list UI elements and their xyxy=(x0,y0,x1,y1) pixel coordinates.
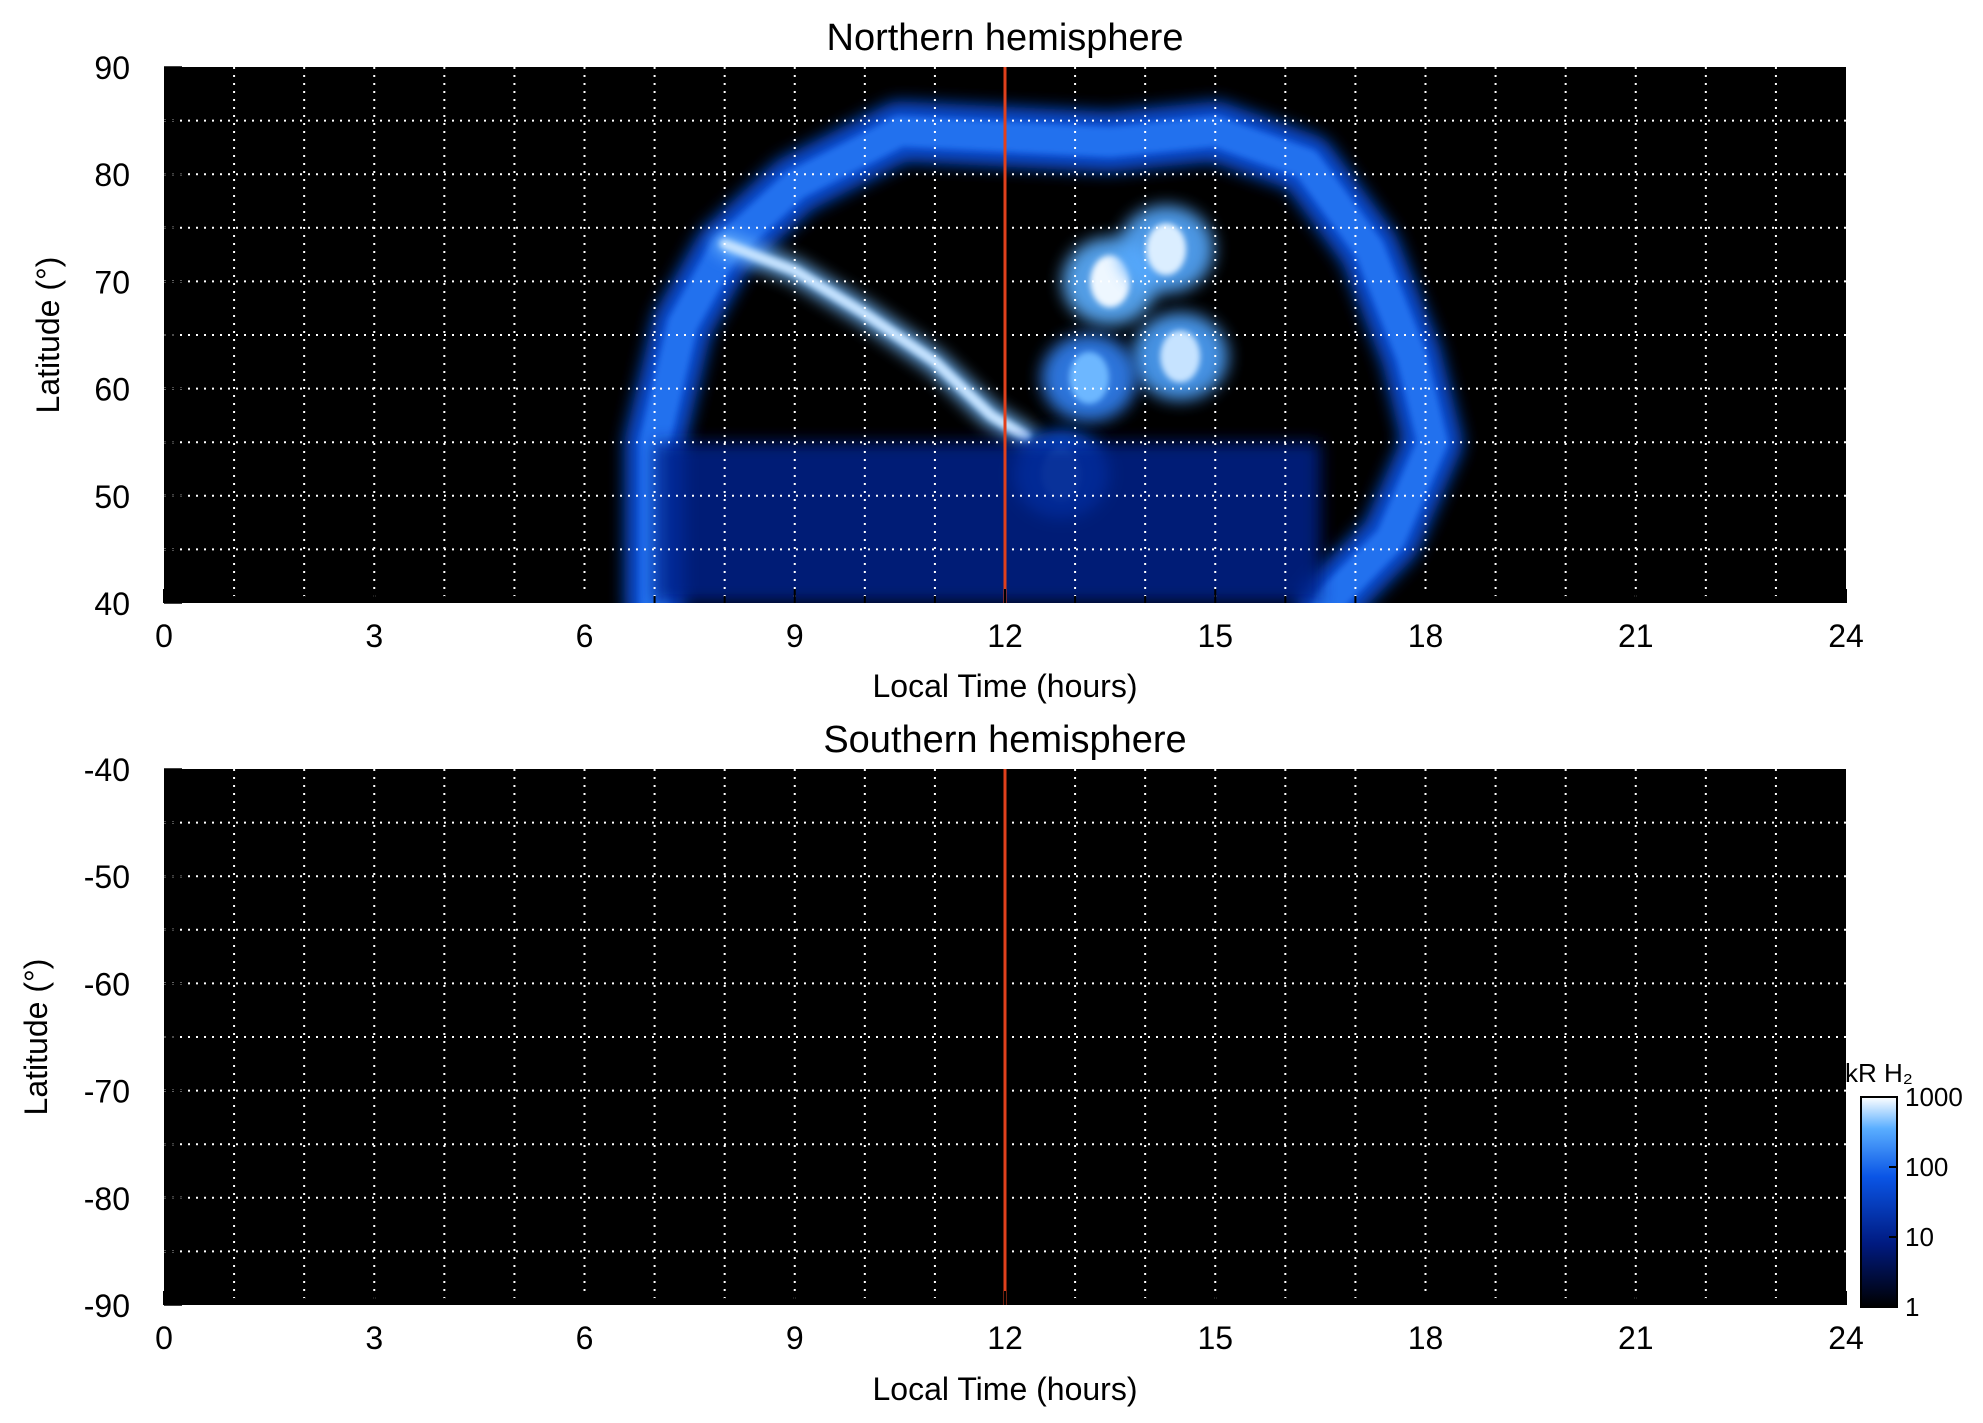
colorbar-tick-label: 1000 xyxy=(1905,1082,1963,1112)
north-ticks xyxy=(163,66,1847,604)
north-y-tick-labels: 90 80 70 60 50 40 xyxy=(94,50,130,622)
auroral-arc xyxy=(719,238,1031,442)
north-title: Northern hemisphere xyxy=(827,17,1184,59)
x-tick-label: 12 xyxy=(987,1320,1023,1356)
colorbar-ticks: 1000 100 10 1 xyxy=(1889,1082,1963,1322)
north-x-tick-labels: 0 3 6 9 12 15 18 21 24 xyxy=(155,618,1864,654)
x-tick-label: 21 xyxy=(1618,1320,1654,1356)
x-tick-label: 24 xyxy=(1828,1320,1864,1356)
x-tick-label: 21 xyxy=(1618,618,1654,654)
south-y-axis-label: Latitude (°) xyxy=(18,959,54,1116)
northern-hemisphere-panel: Northern hemisphere 0 3 6 9 12 15 18 21 24 90 80 7… xyxy=(30,17,1864,704)
x-tick-label: 0 xyxy=(155,1320,173,1356)
colorbar-tick-label: 10 xyxy=(1905,1222,1934,1252)
auroral-arc xyxy=(639,116,1448,603)
colorbar-tick-label: 100 xyxy=(1905,1152,1948,1182)
x-tick-label: 0 xyxy=(155,618,173,654)
x-tick-label: 6 xyxy=(576,618,594,654)
y-tick-label: -90 xyxy=(84,1288,130,1324)
x-tick-label: 12 xyxy=(987,618,1023,654)
y-tick-label: 70 xyxy=(94,264,130,300)
diffuse-emission xyxy=(654,442,1321,603)
x-tick-label: 15 xyxy=(1197,1320,1233,1356)
y-tick-label: 90 xyxy=(94,50,130,86)
x-tick-label: 24 xyxy=(1828,618,1864,654)
x-tick-label: 9 xyxy=(786,618,804,654)
x-tick-label: 9 xyxy=(786,1320,804,1356)
x-tick-label: 3 xyxy=(365,1320,383,1356)
y-tick-label: -60 xyxy=(84,966,130,1002)
x-tick-label: 3 xyxy=(365,618,383,654)
y-tick-label: -70 xyxy=(84,1074,130,1110)
emission-spot xyxy=(1160,330,1201,383)
x-tick-label: 6 xyxy=(576,1320,594,1356)
x-tick-label: 18 xyxy=(1408,618,1444,654)
south-title: Southern hemisphere xyxy=(823,719,1186,761)
north-x-axis-label: Local Time (hours) xyxy=(873,668,1138,704)
y-tick-label: 50 xyxy=(94,479,130,515)
colorbar-label: kR H₂ xyxy=(1845,1058,1913,1088)
y-tick-label: -80 xyxy=(84,1181,130,1217)
south-ticks xyxy=(163,768,1847,1306)
y-tick-label: 40 xyxy=(94,586,130,622)
south-x-tick-labels: 0 3 6 9 12 15 18 21 24 xyxy=(155,1320,1864,1356)
emission-spot xyxy=(1090,255,1131,308)
north-emission-layer xyxy=(624,101,1463,603)
emission-spot xyxy=(1069,351,1110,404)
y-tick-label: -40 xyxy=(84,752,130,788)
emission-spot xyxy=(1146,223,1187,276)
colorbar-tick-label: 1 xyxy=(1905,1292,1919,1322)
x-tick-label: 18 xyxy=(1408,1320,1444,1356)
y-tick-label: 60 xyxy=(94,372,130,408)
colorbar-scale xyxy=(1860,1096,1898,1308)
south-x-axis-label: Local Time (hours) xyxy=(873,1371,1138,1407)
north-y-axis-label: Latitude (°) xyxy=(30,257,66,414)
x-tick-label: 15 xyxy=(1197,618,1233,654)
y-tick-label: 80 xyxy=(94,157,130,193)
south-y-tick-labels: -40 -50 -60 -70 -80 -90 xyxy=(84,752,130,1324)
y-tick-label: -50 xyxy=(84,859,130,895)
colorbar: kR H₂ 1000 100 10 1 xyxy=(1845,1058,1963,1322)
southern-hemisphere-panel: Southern hemisphere 0 3 6 9 12 15 18 21 24 -40 -5… xyxy=(18,719,1864,1407)
